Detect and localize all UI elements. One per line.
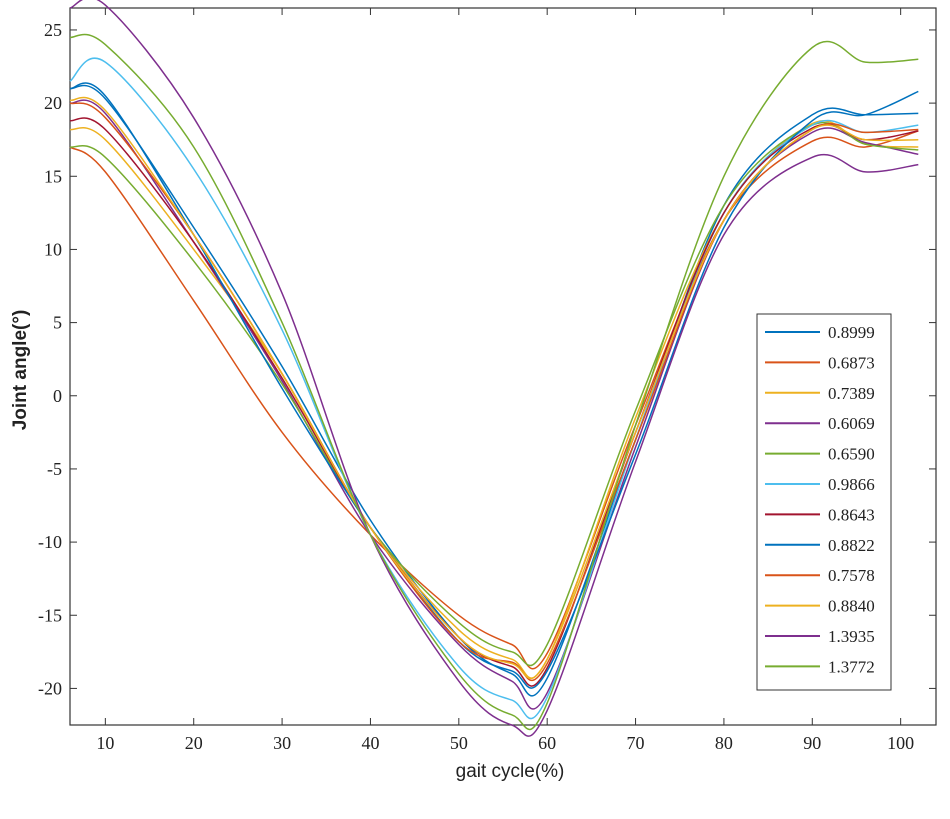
x-tick-label: 60	[538, 733, 556, 753]
series-line-0.8822	[69, 82, 919, 689]
x-tick-label: 70	[627, 733, 645, 753]
legend-entry: 0.8643	[828, 505, 875, 524]
x-tick-label: 90	[803, 733, 821, 753]
x-tick-label: 30	[273, 733, 291, 753]
legend-entry: 0.8822	[828, 536, 875, 555]
y-tick-label: 20	[44, 93, 62, 113]
legend-entry: 0.6069	[828, 414, 875, 433]
series-line-1.3935	[69, 0, 919, 737]
x-tick-label: 10	[96, 733, 114, 753]
legend-entry: 0.6590	[828, 445, 875, 464]
legend-entry: 1.3772	[828, 657, 875, 676]
series-line-0.6590	[69, 122, 919, 667]
series-lines	[69, 0, 919, 737]
y-axis-label: Joint angle(°)	[10, 310, 31, 431]
legend-box	[756, 313, 892, 691]
legend-entry: 0.9866	[828, 475, 875, 494]
series-line-0.9866	[69, 57, 919, 720]
y-tick-label: 10	[44, 239, 62, 259]
legend-entry: 0.8840	[828, 597, 875, 616]
y-tick-label: 25	[44, 20, 62, 40]
y-tick-label: -15	[38, 605, 62, 625]
y-tick-label: -5	[47, 459, 62, 479]
series-line-0.8999	[69, 84, 919, 697]
series-line-0.6873	[69, 130, 919, 670]
y-tick-label: 15	[44, 166, 62, 186]
x-tick-label: 50	[450, 733, 468, 753]
legend: 0.8999 0.6873 0.7389 0.6069 0.6590 0.9866 0.86…	[756, 313, 892, 691]
x-tick-label: 20	[185, 733, 203, 753]
y-tick-label: -20	[38, 678, 62, 698]
legend-entry: 0.8999	[828, 323, 875, 342]
y-tick-label: 0	[53, 386, 62, 406]
x-axis: 10 20 30 40 50 60 70 80 90 100	[96, 8, 914, 753]
x-tick-label: 40	[361, 733, 379, 753]
series-line-0.8643	[69, 117, 919, 687]
legend-entry: 0.7389	[828, 384, 875, 403]
series-line-1.3772	[69, 33, 919, 731]
legend-entry: 0.7578	[828, 566, 875, 585]
x-axis-label: gait cycle(%)	[456, 761, 565, 782]
y-tick-label: 5	[53, 313, 62, 333]
y-axis: 25 20 15 10 5 0 -5 -10 -15 -20	[38, 20, 936, 698]
x-tick-label: 100	[887, 733, 914, 753]
legend-entry: 1.3935	[828, 627, 875, 646]
x-tick-label: 80	[715, 733, 733, 753]
series-line-0.8840	[69, 96, 919, 680]
y-tick-label: -10	[38, 532, 62, 552]
legend-entry: 0.6873	[828, 353, 875, 372]
